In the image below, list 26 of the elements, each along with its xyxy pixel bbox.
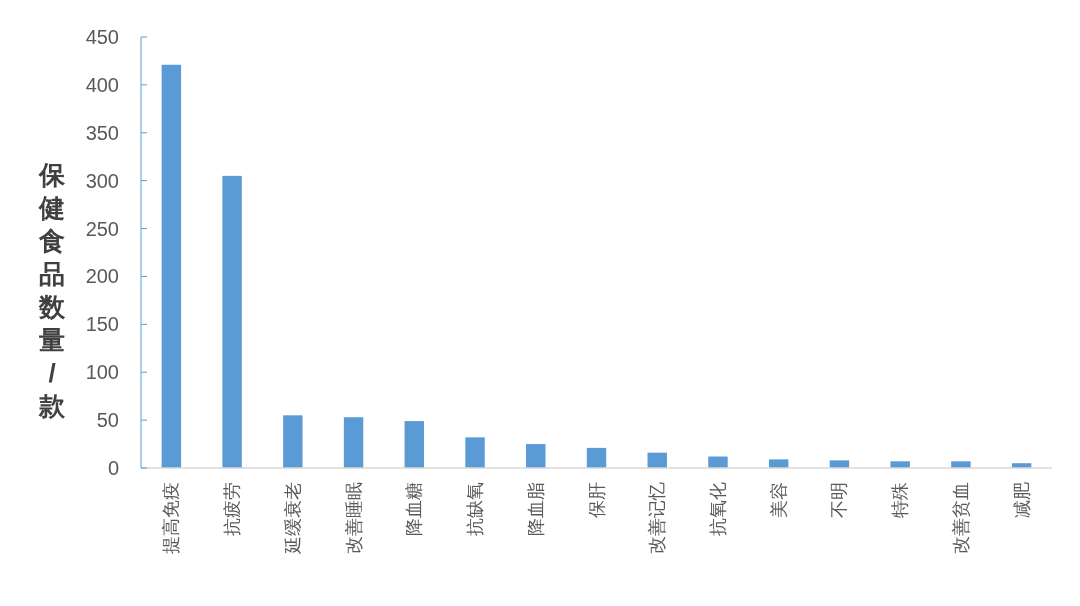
x-tick-label: 不明 bbox=[829, 482, 850, 518]
y-tick-label: 50 bbox=[96, 409, 119, 432]
y-tick-label: 450 bbox=[85, 26, 119, 48]
x-tick-label: 延缓衰老 bbox=[282, 482, 303, 555]
y-tick-label: 200 bbox=[85, 265, 119, 288]
x-tick-label: 改善贫血 bbox=[950, 482, 971, 554]
x-tick-label: 减肥 bbox=[1011, 482, 1032, 518]
x-tick-label: 降血糖 bbox=[404, 482, 425, 536]
x-tick-label: 抗氧化 bbox=[707, 482, 728, 536]
y-tick-label: 400 bbox=[85, 73, 119, 96]
y-tick-label: 350 bbox=[85, 121, 119, 144]
x-tick-label: 抗缺氧 bbox=[465, 482, 486, 536]
x-tick-label: 改善睡眠 bbox=[343, 482, 364, 554]
x-tick-label: 改善记忆 bbox=[647, 482, 668, 554]
y-tick-label: 100 bbox=[85, 361, 119, 384]
x-tick-label: 降血脂 bbox=[525, 482, 546, 536]
x-tick-label: 保肝 bbox=[586, 482, 607, 518]
y-tick-label: 300 bbox=[85, 169, 119, 192]
x-tick-label: 提高免疫 bbox=[161, 482, 182, 554]
y-tick-label: 250 bbox=[85, 217, 119, 240]
x-tick-label: 抗疲劳 bbox=[222, 482, 243, 536]
x-tick-label: 美容 bbox=[768, 482, 789, 518]
y-axis-title: 保健食品数量/款 bbox=[38, 159, 66, 421]
y-tick-label: 150 bbox=[85, 313, 119, 336]
x-tick-label: 特殊 bbox=[890, 482, 911, 518]
y-tick-label: 0 bbox=[107, 457, 119, 479]
